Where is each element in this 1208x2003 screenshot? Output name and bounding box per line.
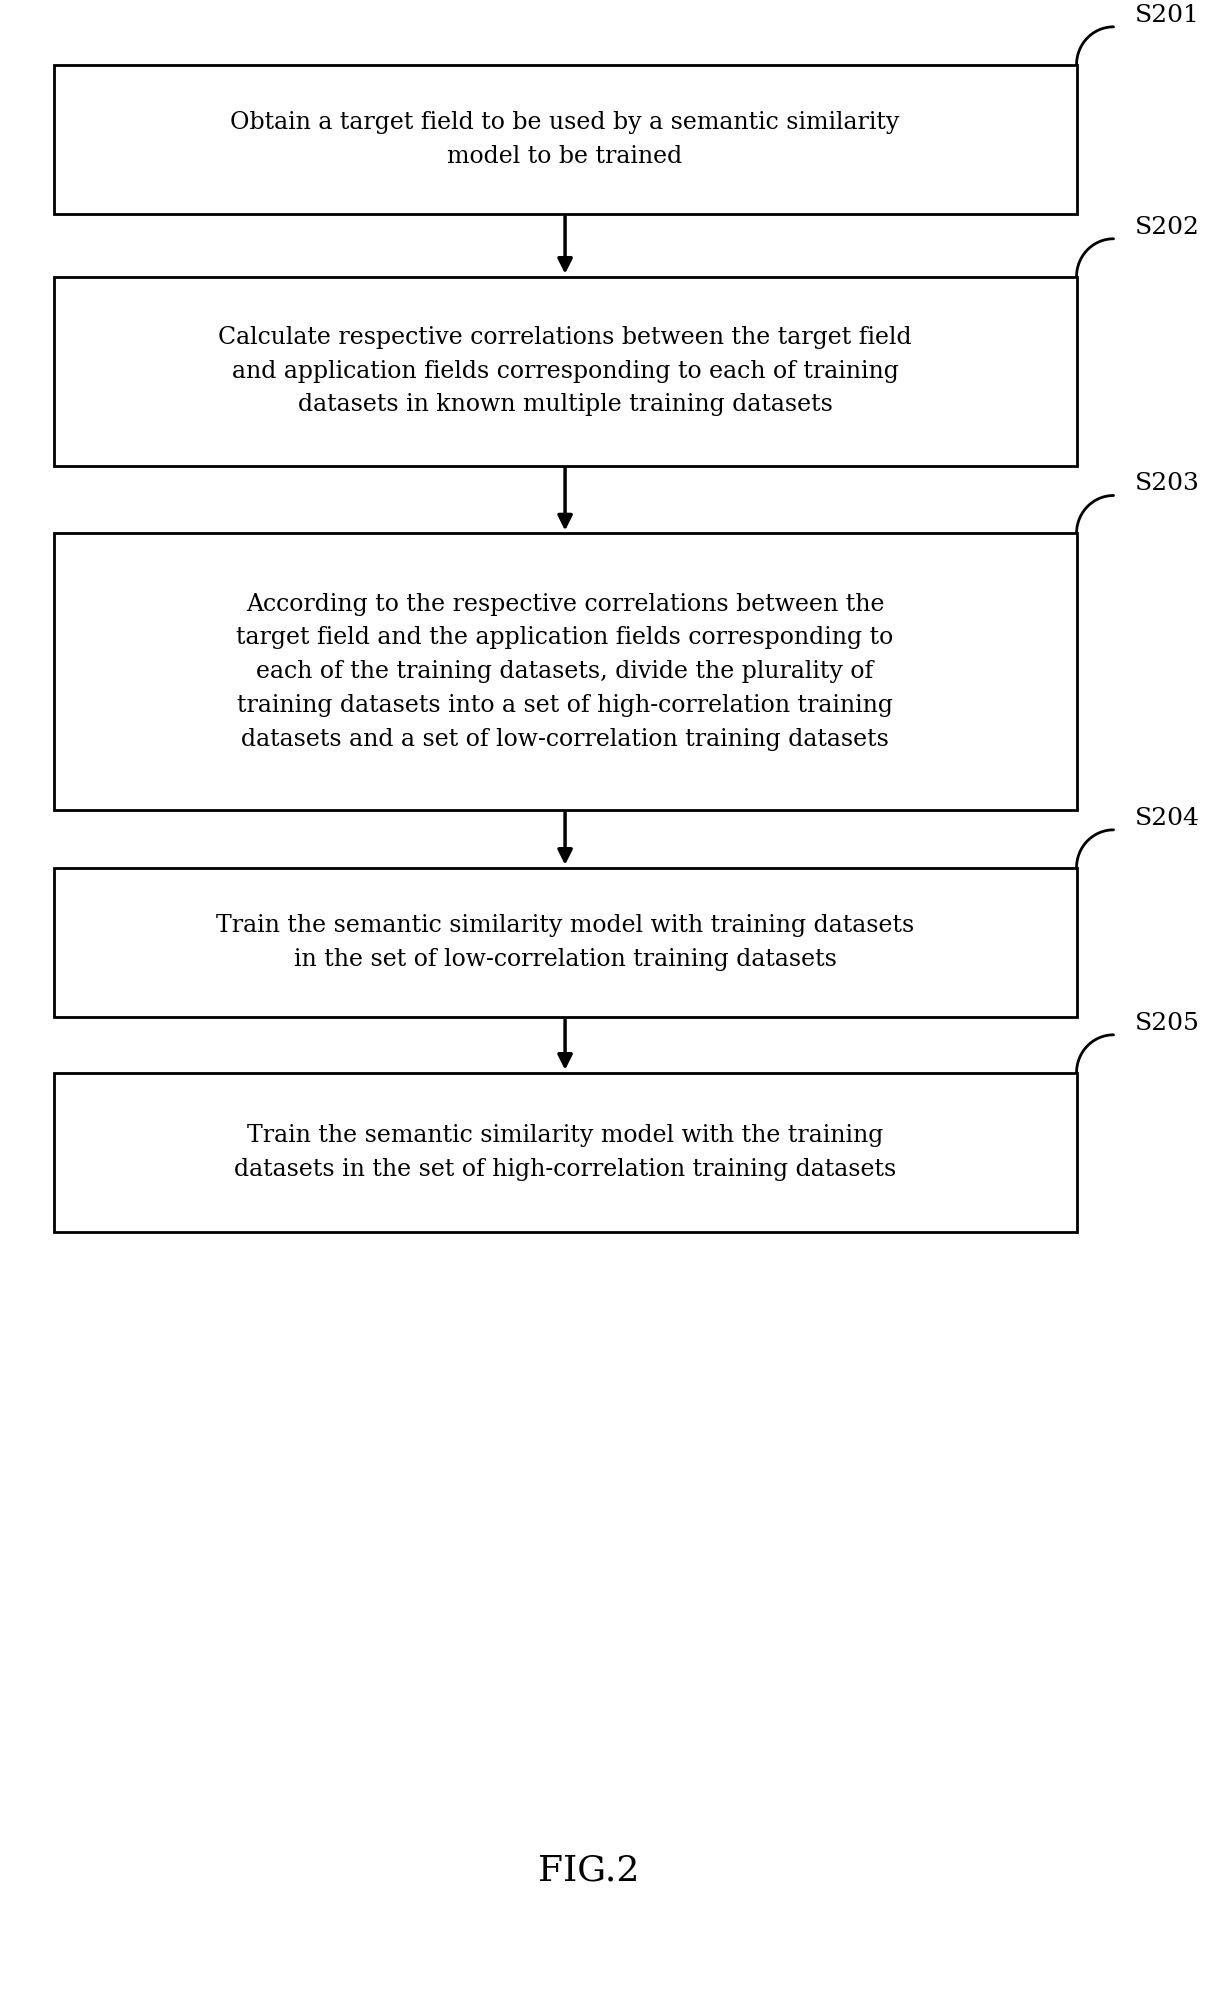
Bar bbox=[53, 276, 1076, 465]
Text: S205: S205 bbox=[1134, 1012, 1200, 1036]
Text: FIG.2: FIG.2 bbox=[538, 1853, 639, 1887]
Text: S204: S204 bbox=[1134, 807, 1200, 829]
Text: Train the semantic similarity model with the training
datasets in the set of hig: Train the semantic similarity model with… bbox=[234, 1124, 896, 1180]
Bar bbox=[53, 1074, 1076, 1232]
Bar bbox=[53, 867, 1076, 1018]
Text: S203: S203 bbox=[1134, 473, 1200, 495]
Text: According to the respective correlations between the
target field and the applic: According to the respective correlations… bbox=[237, 593, 894, 751]
Text: Train the semantic similarity model with training datasets
in the set of low-cor: Train the semantic similarity model with… bbox=[216, 913, 914, 971]
Text: Calculate respective correlations between the target field
and application field: Calculate respective correlations betwee… bbox=[219, 326, 912, 417]
Text: S201: S201 bbox=[1134, 4, 1200, 26]
Text: S202: S202 bbox=[1134, 216, 1200, 238]
Bar bbox=[53, 533, 1076, 809]
Text: Obtain a target field to be used by a semantic similarity
model to be trained: Obtain a target field to be used by a se… bbox=[231, 110, 900, 168]
Bar bbox=[53, 64, 1076, 214]
